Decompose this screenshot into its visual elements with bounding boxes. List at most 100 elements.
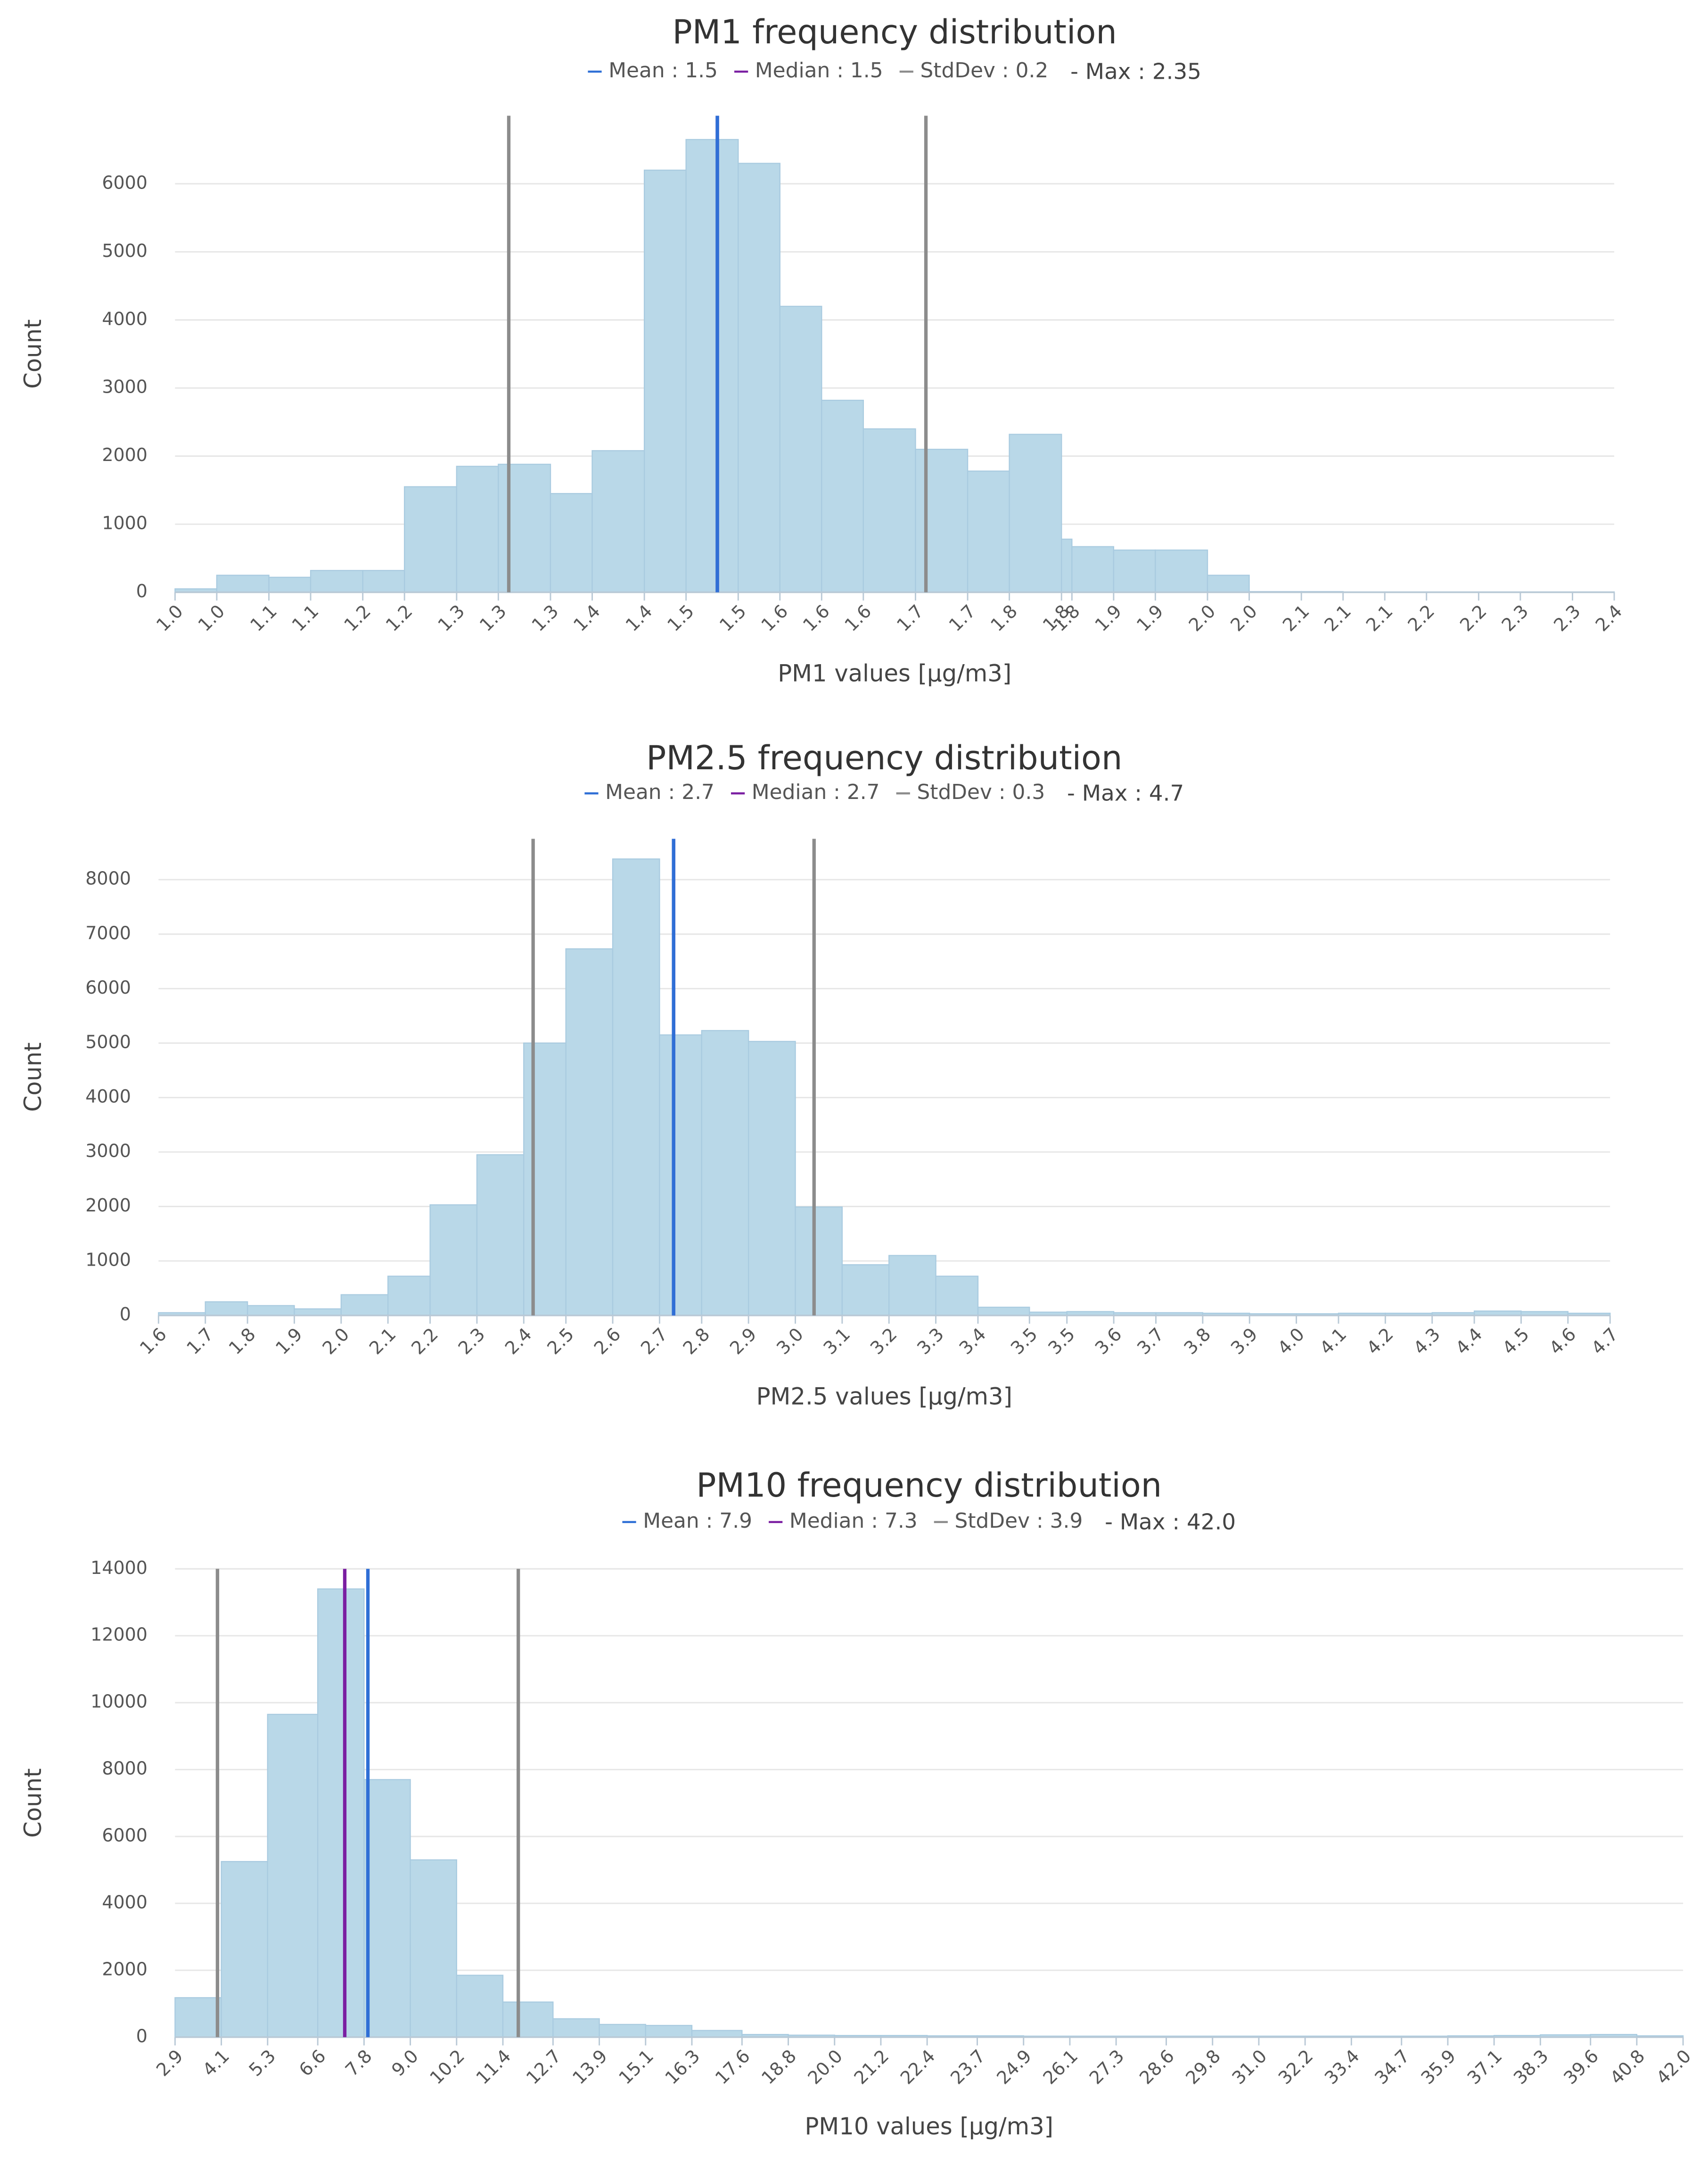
bar xyxy=(268,576,312,593)
x-tick-label: 3.0 xyxy=(772,1324,807,1358)
x-tick-label: 2.2 xyxy=(1456,601,1491,635)
x-tick-label: 28.6 xyxy=(1135,2046,1178,2089)
y-axis-title: Count xyxy=(19,319,47,388)
x-tick-label: 1.8 xyxy=(986,601,1021,635)
y-tick-label: 14000 xyxy=(90,1557,148,1578)
x-tick-label: 37.1 xyxy=(1463,2046,1506,2089)
x-tick-label: 2.6 xyxy=(590,1324,625,1358)
bar xyxy=(550,493,593,593)
x-tick-label: 4.3 xyxy=(1409,1324,1444,1358)
x-tick-label: 2.2 xyxy=(1404,601,1438,635)
bar xyxy=(317,1588,365,2038)
x-tick-label: 29.8 xyxy=(1182,2046,1224,2089)
bar xyxy=(552,2018,600,2038)
x-tick-label: 3.5 xyxy=(1007,1324,1042,1358)
y-tick-label: 10000 xyxy=(90,1691,148,1712)
bar xyxy=(362,570,405,593)
bar xyxy=(429,1204,478,1316)
x-tick-label: 5.3 xyxy=(245,2046,279,2081)
y-tick-label: 1000 xyxy=(102,513,148,534)
bar xyxy=(498,463,551,593)
bar xyxy=(685,139,739,593)
y-tick-label: 12000 xyxy=(90,1624,148,1645)
x-tick-label: 1.7 xyxy=(893,601,928,635)
x-tick-label: 7.8 xyxy=(341,2046,376,2081)
x-tick-label: 2.2 xyxy=(407,1324,442,1358)
x-tick-label: 3.8 xyxy=(1180,1324,1215,1358)
x-tick-label: 1.9 xyxy=(1091,601,1126,635)
x-tick-label: 4.2 xyxy=(1363,1324,1397,1358)
x-tick-label: 1.3 xyxy=(476,601,510,635)
x-tick-label: 1.1 xyxy=(288,601,323,635)
x-tick-label: 1.3 xyxy=(528,601,563,635)
y-tick-label: 4000 xyxy=(102,1892,148,1912)
x-tick-label: 3.2 xyxy=(866,1324,901,1358)
x-tick-label: 1.6 xyxy=(757,601,792,635)
x-tick-label: 2.0 xyxy=(1185,601,1220,635)
legend-label: Median : 2.7 xyxy=(752,780,880,804)
x-tick-label: 34.7 xyxy=(1371,2046,1413,2089)
bar xyxy=(779,305,822,593)
x-tick-label: 9.0 xyxy=(387,2046,422,2081)
x-tick-label: 21.2 xyxy=(850,2046,893,2089)
y-tick-label: 5000 xyxy=(85,1031,131,1052)
bar xyxy=(1071,546,1115,593)
x-tick-label: 26.1 xyxy=(1039,2046,1082,2089)
x-tick-label: 1.5 xyxy=(715,601,750,635)
bar xyxy=(205,1301,248,1316)
y-tick-label: 6000 xyxy=(102,1825,148,1845)
y-tick-label: 0 xyxy=(120,1304,131,1325)
bar xyxy=(967,470,1010,593)
bar xyxy=(174,1997,222,2038)
y-tick-label: 4000 xyxy=(102,308,148,329)
legend-label: StdDev : 3.9 xyxy=(955,1509,1083,1533)
x-tick-label: 24.9 xyxy=(993,2046,1035,2089)
y-tick-label: 1000 xyxy=(85,1250,131,1270)
legend-label: Median : 1.5 xyxy=(755,58,883,82)
x-tick-label: 1.3 xyxy=(434,601,469,635)
bar xyxy=(935,1276,979,1316)
x-tick-label: 2.0 xyxy=(1226,601,1261,635)
bar xyxy=(821,400,864,593)
legend-max: - Max : 42.0 xyxy=(1105,1509,1236,1535)
bar xyxy=(643,169,687,593)
x-tick-label: 32.2 xyxy=(1274,2046,1317,2089)
y-tick-label: 2000 xyxy=(102,1959,148,1979)
x-tick-label: 1.2 xyxy=(382,601,417,635)
y-tick-label: 8000 xyxy=(102,1758,148,1779)
bar xyxy=(294,1308,342,1316)
bar xyxy=(246,1305,295,1316)
x-tick-label: 1.7 xyxy=(182,1324,217,1358)
x-tick-label: 4.7 xyxy=(1587,1324,1622,1358)
bar xyxy=(645,2025,693,2038)
x-tick-label: 39.6 xyxy=(1560,2046,1602,2089)
bar xyxy=(691,2030,743,2038)
y-tick-label: 6000 xyxy=(102,172,148,193)
legend: Mean : 2.7 Median : 2.7 StdDev : 0.3 - Max … xyxy=(584,780,1184,807)
y-tick-label: 0 xyxy=(136,581,148,601)
x-tick-label: 1.4 xyxy=(622,601,657,635)
x-tick-label: 12.7 xyxy=(522,2046,565,2089)
x-tick-label: 1.7 xyxy=(945,601,980,635)
x-tick-label: 2.4 xyxy=(1592,601,1626,635)
x-tick-label: 1.5 xyxy=(663,601,698,635)
x-tick-label: 1.8 xyxy=(225,1324,260,1358)
y-tick-label: 6000 xyxy=(85,977,131,998)
x-tick-label: 33.4 xyxy=(1321,2046,1363,2089)
bar xyxy=(1061,538,1073,593)
y-tick-label: 2000 xyxy=(85,1195,131,1216)
x-tick-label: 20.0 xyxy=(804,2046,846,2089)
x-tick-label: 3.1 xyxy=(820,1324,854,1358)
bar xyxy=(410,1859,457,2038)
y-axis-title: Count xyxy=(19,1768,47,1837)
x-tick-label: 38.3 xyxy=(1510,2046,1552,2089)
bar xyxy=(1207,575,1250,593)
y-tick-label: 8000 xyxy=(85,868,131,889)
x-tick-label: 3.5 xyxy=(1044,1324,1079,1358)
x-axis-title: PM2.5 values [µg/m3] xyxy=(756,1383,1012,1410)
x-tick-label: 1.6 xyxy=(136,1324,171,1358)
x-tick-label: 1.9 xyxy=(1133,601,1167,635)
bar xyxy=(404,486,458,593)
x-tick-label: 40.8 xyxy=(1606,2046,1649,2089)
bar xyxy=(701,1030,749,1316)
